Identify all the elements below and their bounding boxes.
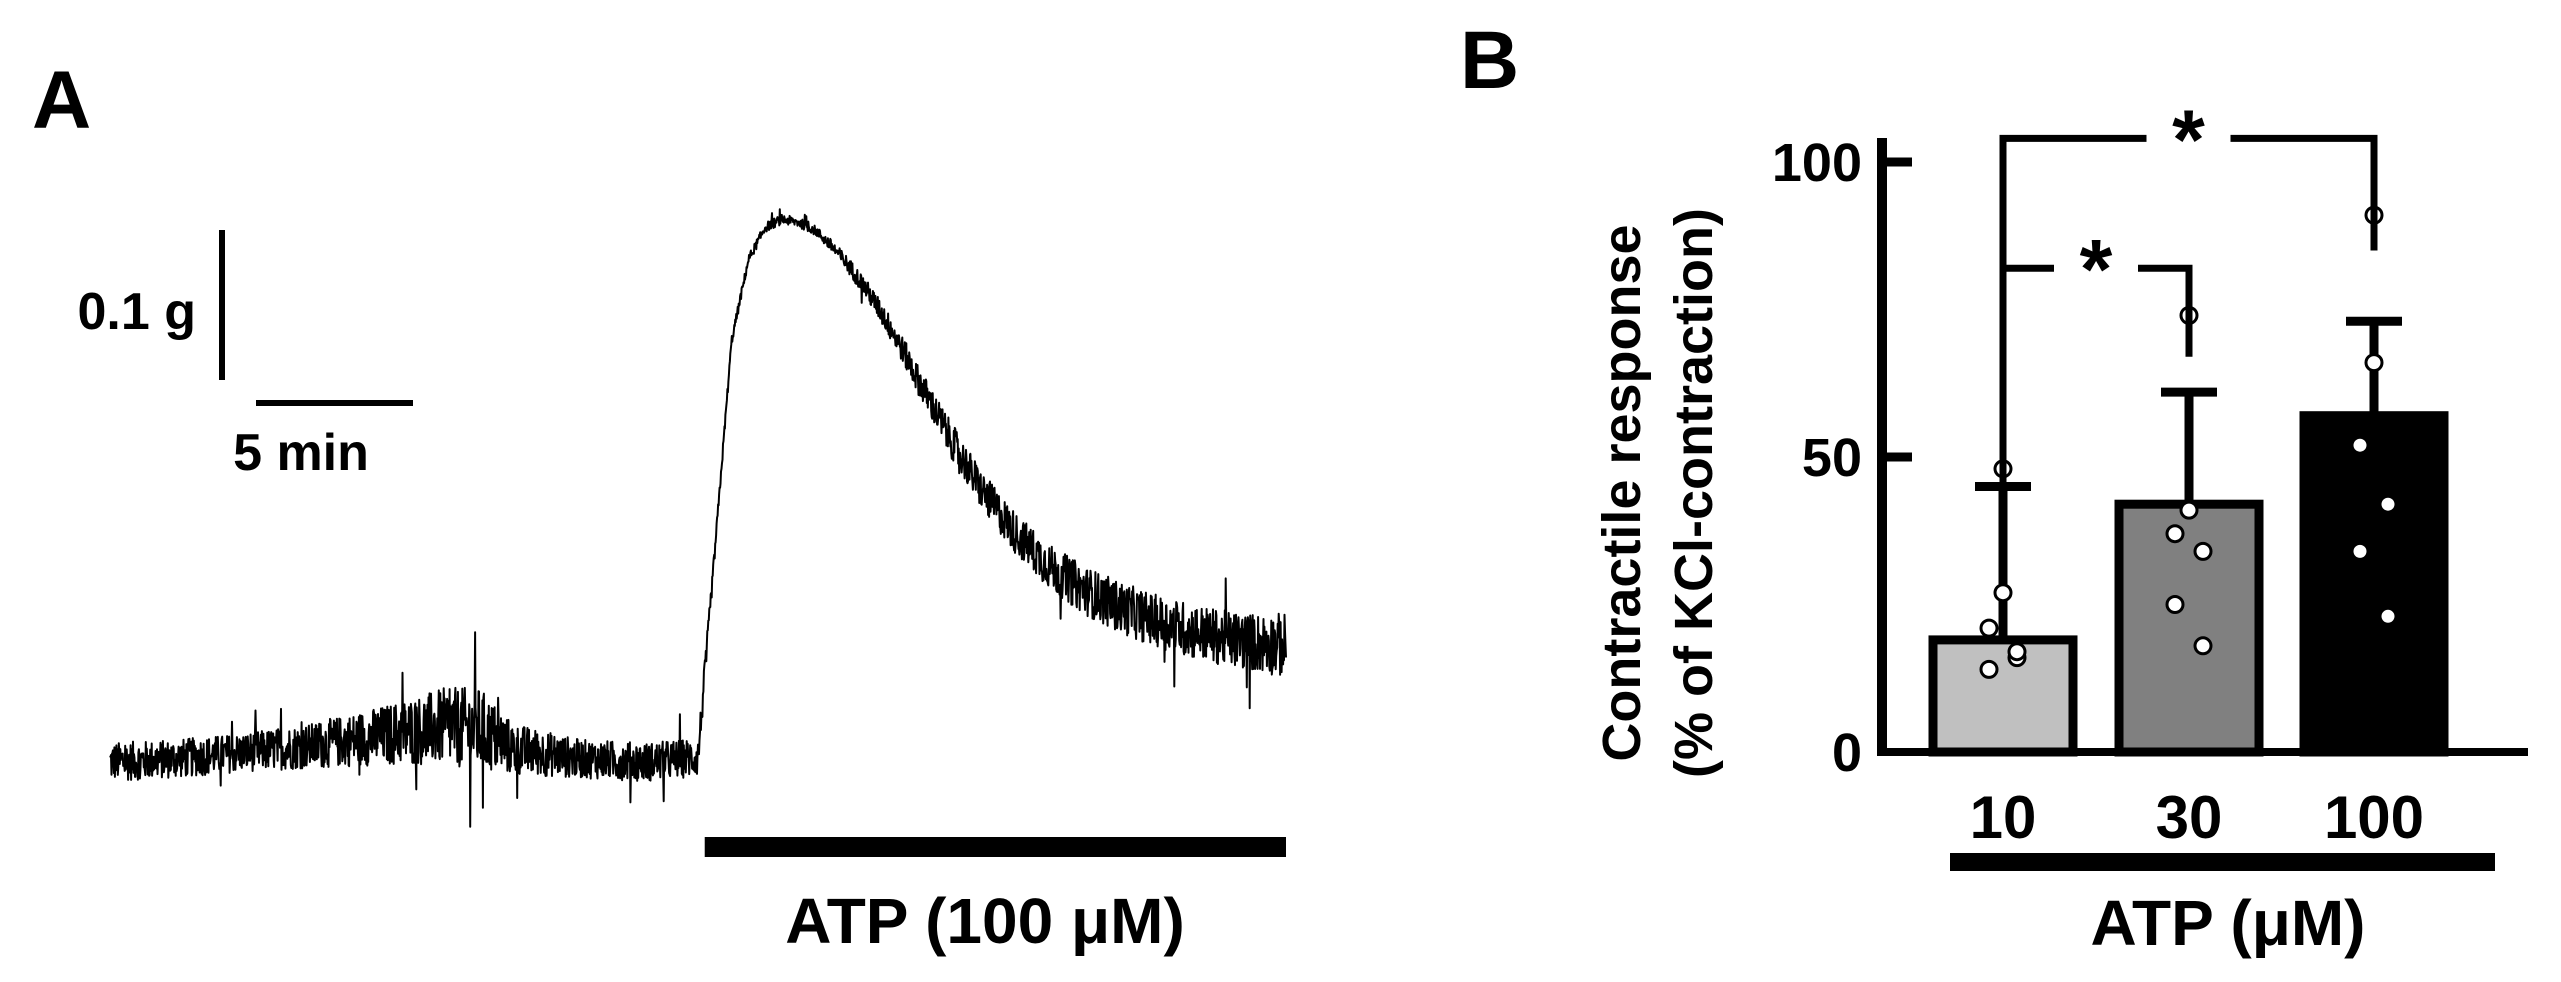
scale-bar-vertical-label: 0.1 g — [78, 283, 197, 341]
atp-stimulus-label: ATP (100 μM) — [785, 885, 1185, 957]
data-point-100-3 — [2350, 435, 2370, 455]
y-tick-label-50: 50 — [1802, 428, 1862, 488]
data-point-100-6 — [2378, 606, 2398, 626]
significance-star-10-100: * — [2172, 92, 2205, 186]
data-point-10-2 — [1993, 583, 2013, 603]
data-point-10-3 — [1979, 618, 1999, 638]
y-axis-title-line2: (% of KCl-contraction) — [1664, 208, 1724, 778]
data-point-100-4 — [2378, 494, 2398, 514]
x-tick-label-100: 100 — [2324, 784, 2424, 851]
x-axis-title: ATP (μM) — [2091, 887, 2366, 959]
bar-30 — [2114, 499, 2264, 757]
bar-10 — [1928, 635, 2078, 757]
bar-100 — [2299, 411, 2449, 757]
data-point-10-6 — [2007, 642, 2027, 662]
data-point-100-2 — [2364, 353, 2384, 373]
panel-b: Contractile response (% of KCl-contracti… — [1592, 92, 2528, 959]
y-tick-label-0: 0 — [1832, 723, 1862, 783]
significance-bracket-10-30 — [1999, 264, 2193, 463]
y-axis-title-line1: Contractile response — [1592, 224, 1652, 761]
scale-bar-horizontal-label: 5 min — [233, 424, 369, 482]
x-tick-label-30: 30 — [2156, 784, 2223, 851]
data-point-30-6 — [2193, 636, 2213, 656]
significance-star-10-30: * — [2080, 222, 2113, 316]
x-tick-label-10: 10 — [1970, 784, 2037, 851]
bars-layer: ** — [1928, 92, 2449, 757]
data-point-30-4 — [2193, 541, 2213, 561]
data-point-30-5 — [2165, 595, 2185, 614]
panel-b-letter: B — [1460, 15, 1519, 106]
data-point-10-5 — [1979, 659, 1999, 679]
data-point-100-5 — [2350, 541, 2370, 561]
panel-a: 0.1 g 5 min ATP (100 μM) — [78, 208, 1287, 957]
y-tick-label-100: 100 — [1772, 133, 1862, 193]
tension-trace — [109, 208, 1287, 828]
panel-a-letter: A — [32, 55, 91, 146]
data-point-30-3 — [2165, 524, 2185, 544]
data-point-30-2 — [2179, 500, 2199, 520]
